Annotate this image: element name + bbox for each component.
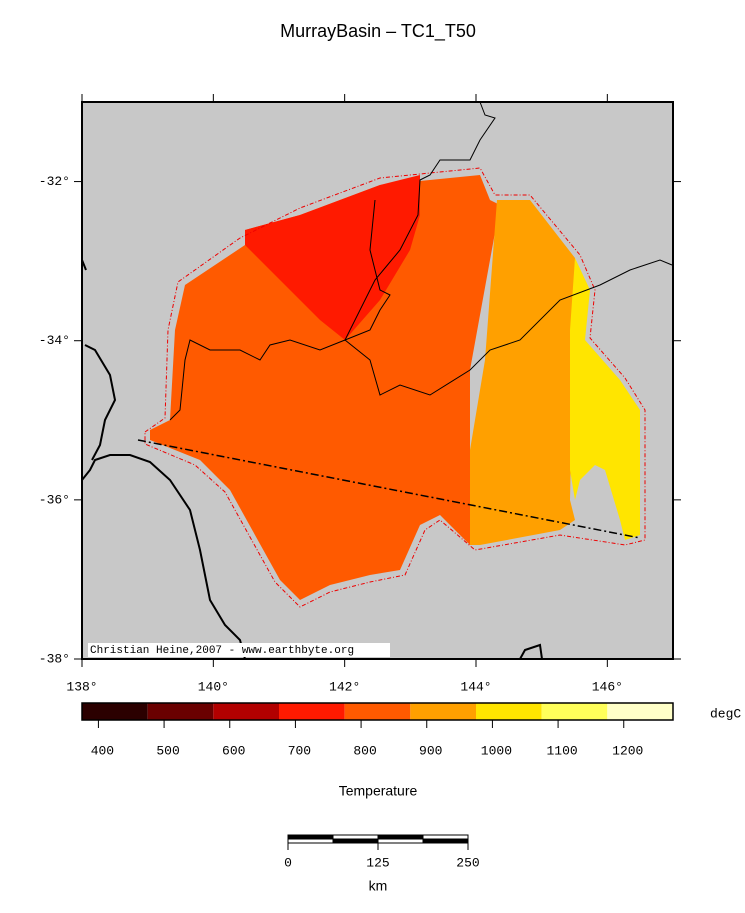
colorbar-bin [410, 703, 476, 720]
scale-segment [377, 838, 424, 844]
colorbar-unit: degC [710, 706, 741, 721]
scale-tick-label: 0 [284, 855, 292, 870]
scale-segment [287, 838, 334, 844]
colorbar-bin [607, 703, 673, 720]
scale-segment [332, 834, 379, 840]
colorbar-tick-label: 400 [91, 743, 114, 758]
scale-segment [377, 834, 424, 840]
colorbar-frame [81, 702, 674, 721]
scale-segment [287, 834, 334, 840]
scale-segment [332, 838, 379, 844]
x-tick-label: 138° [66, 679, 97, 694]
colorbar-bin [279, 703, 345, 720]
colorbar-tick-label: 800 [353, 743, 376, 758]
scale-unit: km [369, 878, 388, 894]
colorbar-tick-label: 1000 [481, 743, 512, 758]
colorbar-bin [541, 703, 608, 720]
scale-tick-label: 250 [456, 855, 479, 870]
colorbar-bin [213, 703, 279, 720]
colorbar-tick-label: 1100 [546, 743, 577, 758]
boundaries [81, 101, 673, 660]
colorbar-bin [147, 703, 214, 720]
y-tick-label: -32° [39, 174, 70, 189]
scale-segment [422, 834, 469, 840]
y-tick-label: -38° [39, 651, 70, 666]
x-tick-label: 144° [460, 679, 491, 694]
colorbar-bin [82, 703, 148, 720]
colorbar-bin [476, 703, 542, 720]
colorbar-tick-label: 700 [288, 743, 311, 758]
field-1000 [570, 258, 640, 540]
scale-tick-label: 125 [366, 855, 389, 870]
basin-outline [144, 167, 646, 608]
colorbar-tick-label: 1200 [612, 743, 643, 758]
colorbar-tick-label: 600 [222, 743, 245, 758]
colorbar-label: Temperature [339, 783, 418, 799]
map-frame [81, 101, 674, 660]
y-tick-label: -36° [39, 492, 70, 507]
field-900 [470, 200, 575, 545]
y-tick-label: -34° [39, 333, 70, 348]
x-tick-label: 140° [198, 679, 229, 694]
colorbar-tick-label: 900 [419, 743, 442, 758]
x-tick-label: 146° [592, 679, 623, 694]
colorbar-bin [344, 703, 411, 720]
colorbar-tick-label: 500 [156, 743, 179, 758]
x-tick-label: 142° [329, 679, 360, 694]
scale-segment [422, 838, 469, 844]
credit: Christian Heine,2007 - www.earthbyte.org [90, 645, 354, 657]
title: MurrayBasin – TC1_T50 [280, 21, 476, 42]
cross-section [137, 439, 641, 539]
field-700 [245, 175, 420, 340]
credit-box [88, 643, 390, 657]
